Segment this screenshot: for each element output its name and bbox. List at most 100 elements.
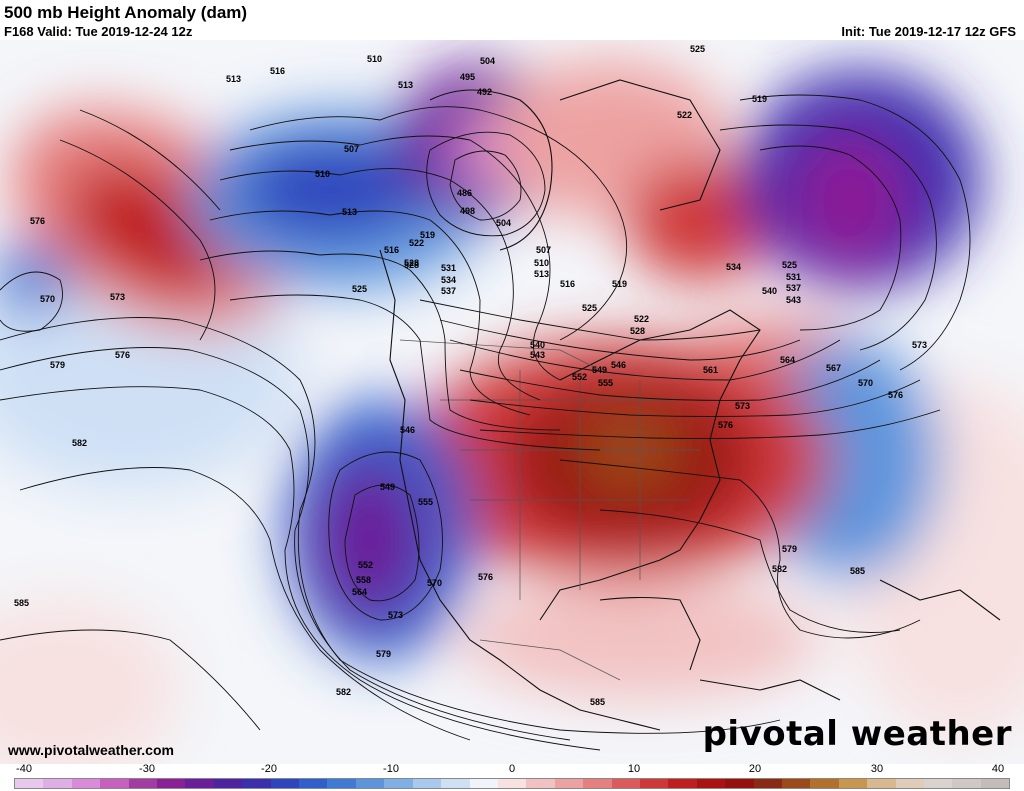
contour-label: 540 [530,340,545,350]
colorbar-segment [355,779,385,788]
colorbar-segment [157,779,186,788]
colorbar-segment [270,779,300,788]
valid-time: F168 Valid: Tue 2019-12-24 12z [4,24,193,39]
contour-label: 582 [72,438,87,448]
contour-label: 555 [598,378,613,388]
contour-label: 570 [427,578,442,588]
contour-label: 543 [530,350,545,360]
colorbar-tick: -20 [261,763,277,775]
contour-label: 567 [826,363,841,373]
contour-label: 513 [398,80,413,90]
colorbar-segment [15,779,44,788]
contour-label: 507 [536,245,551,255]
coastlines [379,79,1001,731]
colorbar-ticks: -40 -30 -20 -10 0 10 20 30 40 [0,763,1024,777]
contour-label: 579 [782,544,797,554]
colorbar-segment [299,779,328,788]
contour-label: 561 [703,365,718,375]
contour-label: 519 [752,94,767,104]
colorbar-tick: 20 [748,763,762,775]
colorbar-segment [185,779,214,788]
contour-label: 510 [534,258,549,268]
colorbar-segment [810,779,839,788]
contour-label: 537 [441,286,456,296]
contour-label: 579 [376,649,391,659]
contour-label: 570 [858,378,873,388]
colorbar-segment [696,779,726,788]
contour-label: 585 [590,697,605,707]
colorbar-segment [213,779,243,788]
colorbar-segment [753,779,782,788]
colorbar-segment [100,779,129,788]
contour-label: 558 [356,575,371,585]
height-contours [0,94,971,751]
contour-label: 564 [780,355,795,365]
contour-label: 516 [384,245,399,255]
colorbar-tick: -10 [383,763,399,775]
site-url: www.pivotalweather.com [8,742,174,758]
contour-label: 507 [344,144,359,154]
colorbar-segment [924,779,953,788]
contour-label: 585 [850,566,865,576]
anomaly-shading [0,60,1024,764]
colorbar-segment [895,779,924,788]
colorbar-segment [867,779,896,788]
contour-label: 573 [110,292,125,302]
contour-label: 519 [420,230,435,240]
colorbar-tick: 0 [508,763,516,775]
contour-label: 543 [786,295,801,305]
contour-label: 528 [630,326,645,336]
contour-label: 486 [457,188,472,198]
contour-label: 570 [40,294,55,304]
borders [399,339,720,681]
contour-label: 537 [786,283,801,293]
contour-label: 552 [358,560,373,570]
contour-label: 525 [782,260,797,270]
contour-label: 528 [404,258,419,268]
contour-label: 564 [352,587,367,597]
contour-label: 546 [400,425,415,435]
colorbar-segment [554,779,584,788]
contour-label: 498 [460,206,475,216]
contour-label: 495 [460,72,475,82]
colorbar-segment [441,779,470,788]
contour-label: 525 [690,44,705,54]
contour-label: 504 [480,56,495,66]
colorbar-segment [781,779,811,788]
colorbar-tick: -40 [16,763,32,775]
contour-label: 516 [270,66,285,76]
colorbar-segment [639,779,669,788]
contour-label: 522 [677,110,692,120]
init-time: Init: Tue 2019-12-17 12z GFS [841,24,1016,39]
anomaly-map: 513 516 510 513 495 492 504 525 522 519 … [0,40,1024,764]
contour-label: 525 [352,284,367,294]
colorbar-segment [242,779,271,788]
colorbar-tick: 30 [870,763,884,775]
contour-label: 531 [441,263,456,273]
contour-label: 504 [496,218,511,228]
colorbar-segment [611,779,640,788]
contour-label: 522 [409,238,424,248]
contour-label: 513 [226,74,241,84]
contour-label: 576 [115,350,130,360]
contour-label: 531 [786,272,801,282]
contour-label: 576 [718,420,733,430]
contour-label: 519 [612,279,627,289]
contour-label: 555 [418,497,433,507]
colorbar-segment [497,779,527,788]
colorbar-tick: -30 [139,763,155,775]
contour-label: 549 [592,365,607,375]
colorbar-segment [128,779,158,788]
contour-label: 573 [735,401,750,411]
contour-label: 576 [30,216,45,226]
contour-label: 579 [50,360,65,370]
contour-label: 546 [611,360,626,370]
contour-label: 582 [336,687,351,697]
colorbar-segment [412,779,442,788]
contour-label: 510 [315,169,330,179]
contour-label: 549 [380,482,395,492]
contour-label: 534 [441,275,456,285]
contour-label: 540 [762,286,777,296]
map-title: 500 mb Height Anomaly (dam) [4,3,248,22]
colorbar-segment [952,779,981,788]
